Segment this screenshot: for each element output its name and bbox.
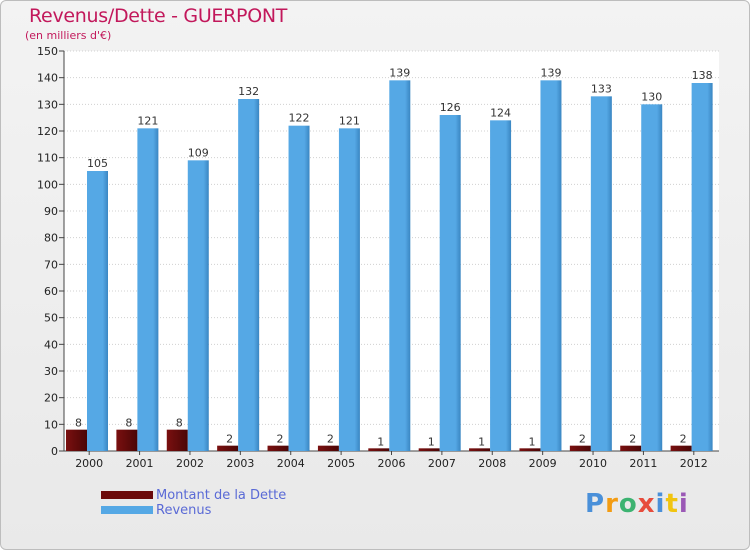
bar-revenue	[691, 83, 713, 451]
data-label-debt: 2	[226, 433, 233, 446]
y-tick-label: 120	[37, 125, 58, 138]
data-label-debt: 2	[629, 433, 636, 446]
bar-debt	[217, 445, 239, 451]
data-label-debt: 1	[528, 435, 535, 448]
y-tick-label: 40	[44, 338, 58, 351]
logo-letter: i	[655, 489, 666, 519]
bar-debt	[66, 429, 87, 451]
data-label-debt: 2	[277, 433, 284, 446]
x-tick-label: 2003	[226, 457, 254, 470]
data-label-debt: 8	[75, 417, 82, 430]
y-tick-label: 100	[37, 178, 58, 191]
bar-debt	[368, 448, 390, 451]
bar-debt	[317, 445, 339, 451]
y-tick-label: 10	[44, 418, 58, 431]
bar-revenue	[187, 160, 209, 452]
data-label-revenue: 126	[440, 101, 461, 114]
x-tick-label: 2007	[428, 457, 456, 470]
bar-revenue	[389, 80, 411, 451]
bar-revenue	[338, 128, 360, 451]
data-label-revenue: 109	[188, 146, 209, 159]
data-label-revenue: 132	[238, 85, 259, 98]
y-tick-label: 90	[44, 205, 58, 218]
bar-revenue	[439, 115, 461, 451]
legend-label-revenue: Revenus	[156, 503, 212, 518]
y-tick-label: 140	[37, 72, 58, 85]
bar-revenue	[590, 96, 612, 451]
y-tick-label: 0	[51, 445, 58, 458]
bar-debt	[267, 445, 289, 451]
bar-debt	[569, 445, 591, 451]
x-tick-label: 2012	[680, 457, 708, 470]
x-tick-label: 2010	[579, 457, 607, 470]
y-tick-label: 150	[37, 45, 58, 58]
data-label-debt: 8	[176, 417, 183, 430]
data-label-debt: 2	[327, 433, 334, 446]
x-tick-label: 2011	[629, 457, 657, 470]
bar-debt	[620, 445, 642, 451]
bar-revenue	[137, 128, 159, 451]
data-label-revenue: 122	[289, 112, 310, 125]
data-label-debt: 1	[428, 435, 435, 448]
x-tick-label: 2008	[478, 457, 506, 470]
bar-revenue	[238, 99, 260, 451]
legend-swatch-debt	[101, 491, 153, 499]
x-tick-label: 2000	[75, 457, 103, 470]
bar-revenue	[87, 171, 108, 451]
y-tick-label: 30	[44, 365, 58, 378]
logo-letter: r	[605, 489, 619, 519]
logo-letter: i	[678, 489, 689, 519]
data-label-debt: 8	[125, 417, 132, 430]
data-label-debt: 1	[478, 435, 485, 448]
logo-letter: P	[585, 489, 606, 519]
y-tick-label: 110	[37, 152, 58, 165]
legend-label-debt: Montant de la Dette	[156, 488, 287, 503]
data-label-debt: 1	[377, 435, 384, 448]
y-tick-label: 60	[44, 285, 58, 298]
data-label-revenue: 139	[389, 66, 410, 79]
data-label-revenue: 121	[137, 114, 158, 127]
x-tick-label: 2006	[378, 457, 406, 470]
logo-letter: x	[637, 489, 656, 519]
x-tick-label: 2009	[529, 457, 557, 470]
y-tick-label: 80	[44, 232, 58, 245]
bar-revenue	[490, 120, 512, 451]
bar-revenue	[641, 104, 663, 451]
data-label-revenue: 139	[540, 66, 561, 79]
x-tick-label: 2001	[126, 457, 154, 470]
x-tick-label: 2004	[277, 457, 305, 470]
chart-title: Revenus/Dette - GUERPONT	[29, 5, 288, 27]
data-label-revenue: 105	[87, 157, 108, 170]
logo-letter: t	[665, 489, 679, 519]
bar-debt	[116, 429, 138, 451]
legend-swatch-revenue	[101, 506, 153, 514]
data-label-revenue: 138	[692, 69, 713, 82]
data-label-revenue: 121	[339, 114, 360, 127]
logo-letter: o	[618, 489, 638, 519]
proxiti-logo: Proxiti	[585, 489, 689, 519]
bar-revenue	[288, 125, 310, 452]
bar-debt	[519, 448, 541, 451]
bar-debt	[166, 429, 188, 451]
bar-debt	[418, 448, 440, 451]
y-tick-label: 20	[44, 392, 58, 405]
y-tick-label: 70	[44, 258, 58, 271]
data-label-debt: 2	[680, 433, 687, 446]
bar-debt	[469, 448, 491, 451]
data-label-revenue: 133	[591, 82, 612, 95]
y-tick-label: 50	[44, 312, 58, 325]
data-label-revenue: 124	[490, 106, 511, 119]
x-tick-label: 2002	[176, 457, 204, 470]
data-label-debt: 2	[579, 433, 586, 446]
x-tick-label: 2005	[327, 457, 355, 470]
bar-debt	[670, 445, 692, 451]
bar-revenue	[540, 80, 562, 451]
chart-subtitle: (en milliers d'€)	[25, 29, 112, 42]
y-tick-label: 130	[37, 98, 58, 111]
data-label-revenue: 130	[641, 90, 662, 103]
